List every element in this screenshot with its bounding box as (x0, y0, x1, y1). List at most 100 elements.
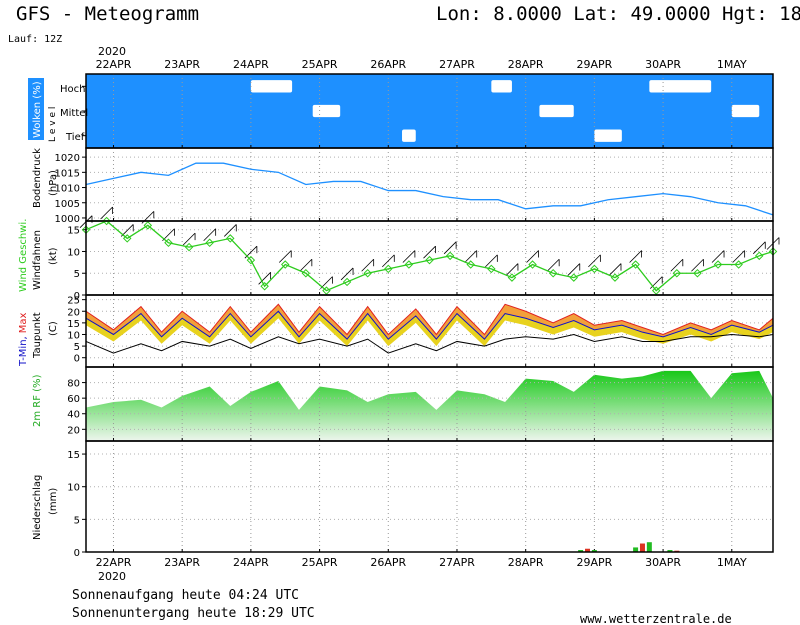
site-credit: www.wetterzentrale.de (580, 612, 732, 625)
wind-barb (182, 232, 196, 246)
year-top-label: 2020 (98, 45, 126, 58)
date-label-top: 28APR (508, 58, 544, 71)
y-tick-label: 80 (67, 379, 80, 390)
date-label-top: 24APR (233, 58, 269, 71)
wind-speed-point (734, 260, 743, 269)
wind-speed-point (590, 264, 599, 274)
wind-speed-point (122, 234, 132, 243)
wind-panel: 0 5 10 15 (67, 206, 780, 302)
wind-barb (464, 250, 478, 263)
clouds-side-label: Wolken (%) L e v e l (28, 78, 58, 142)
wind-barb (711, 250, 725, 263)
y-tick-label: 1020 (55, 153, 80, 164)
wind-speed-point (164, 238, 173, 248)
y-tick-label: 60 (67, 394, 80, 405)
wind-speed-point (569, 273, 579, 282)
pressure-line (85, 162, 774, 216)
wind-speed-point (384, 264, 393, 274)
wind-barb (691, 258, 704, 272)
humidity-panel: 20 40 60 80 (67, 366, 774, 442)
cloud-level-mid: Mittel (60, 108, 88, 119)
pressure-panel: 1000 1005 1010 1015 1020 (55, 147, 774, 225)
wind-barb (402, 250, 416, 263)
wind-speed-point (280, 260, 290, 269)
precip-bar (591, 550, 597, 552)
wind-speed-point (466, 260, 475, 269)
wind-speed-point (425, 255, 434, 265)
wind-speed-point (143, 221, 153, 230)
precip-bar (639, 543, 645, 552)
wind-speed-point (445, 251, 455, 261)
dewpoint-label: Taupunkt (32, 312, 43, 359)
wind-speed-label: Wind Geschwi. (18, 219, 29, 292)
cloud-level-low: Tief (65, 132, 85, 143)
wind-speed-point (755, 251, 764, 261)
date-label-bottom: 23APR (164, 556, 200, 569)
wind-speed-point (548, 268, 558, 278)
date-label-bottom: 25APR (302, 556, 338, 569)
wind-speed-point (713, 260, 723, 269)
wind-barb (526, 250, 539, 263)
wind-barb (361, 258, 374, 272)
temp-label-group: T-Min, Max (18, 313, 29, 367)
y-tick-label: 15 (67, 319, 80, 330)
wind-speed-point (260, 282, 269, 291)
wind-barb (100, 206, 113, 220)
y-tick-label: 5 (74, 342, 80, 353)
y-tick-label: 0 (74, 354, 80, 365)
wind-barb (732, 250, 745, 263)
wind-barb (381, 254, 395, 268)
temp-label-line: T-Min, Max (18, 313, 29, 367)
wind-barb (443, 241, 457, 255)
precip-label: Niederschlag (32, 475, 43, 540)
wind-speed-point (226, 234, 235, 243)
wind-barb (670, 258, 684, 272)
tmin-label: T-Min, (18, 336, 29, 367)
y-tick-label: 1010 (55, 184, 80, 195)
cloud-clear-gap (594, 129, 622, 142)
y-tick-label: 10 (67, 247, 80, 258)
wind-speed-point (768, 247, 778, 256)
level-label: L e v e l (48, 107, 58, 142)
wind-speed-point (507, 273, 517, 282)
date-label-top: 27APR (439, 58, 475, 71)
run-label: Lauf: 12Z (8, 34, 62, 45)
y-tick-label: 5 (74, 515, 80, 526)
precip-bar (585, 548, 591, 552)
coordinates-readout: Lon: 8.0000 Lat: 49.0000 Hgt: 18 (436, 3, 800, 25)
wind-speed-point (184, 242, 194, 252)
sunset-text: Sonnenuntergang heute 18:29 UTC (72, 606, 315, 621)
wind-speed-point (342, 277, 352, 287)
y-tick-label: 15 (67, 450, 80, 461)
wind-barb (340, 267, 354, 281)
tmax-line (85, 303, 774, 336)
wind-barb (223, 224, 237, 237)
date-label-top: 30APR (645, 58, 681, 71)
precip-unit: (mm) (48, 488, 59, 515)
year-bottom-label: 2020 (98, 570, 126, 583)
date-label-top: 25APR (302, 58, 338, 71)
date-label-top: 1MAY (717, 58, 747, 71)
wind-barb (423, 245, 436, 259)
precip-bar (667, 550, 673, 552)
wind-speed-point (404, 260, 414, 269)
wind-speed-point (102, 216, 111, 226)
y-tick-label: 1000 (55, 214, 80, 225)
tmax-label: Max (18, 313, 29, 334)
precip-bar (633, 547, 639, 552)
y-tick-label: 5 (74, 269, 80, 280)
cloud-clear-gap (539, 104, 574, 118)
cloud-clear-gap (250, 80, 293, 93)
wind-barb (567, 263, 581, 276)
precipitation-panel: 0 5 10 15 (67, 440, 774, 559)
y-tick-label: 10 (67, 483, 80, 494)
date-label-bottom: 22APR (96, 556, 132, 569)
wind-barb (546, 258, 560, 272)
date-label-top: 23APR (164, 58, 200, 71)
page-title: GFS - Meteogramm (16, 3, 199, 25)
y-tick-label: 20 (67, 425, 80, 436)
y-tick-label: 1015 (55, 168, 80, 179)
pressure-unit: (hPa) (48, 170, 59, 196)
wind-speed-point (322, 286, 331, 295)
